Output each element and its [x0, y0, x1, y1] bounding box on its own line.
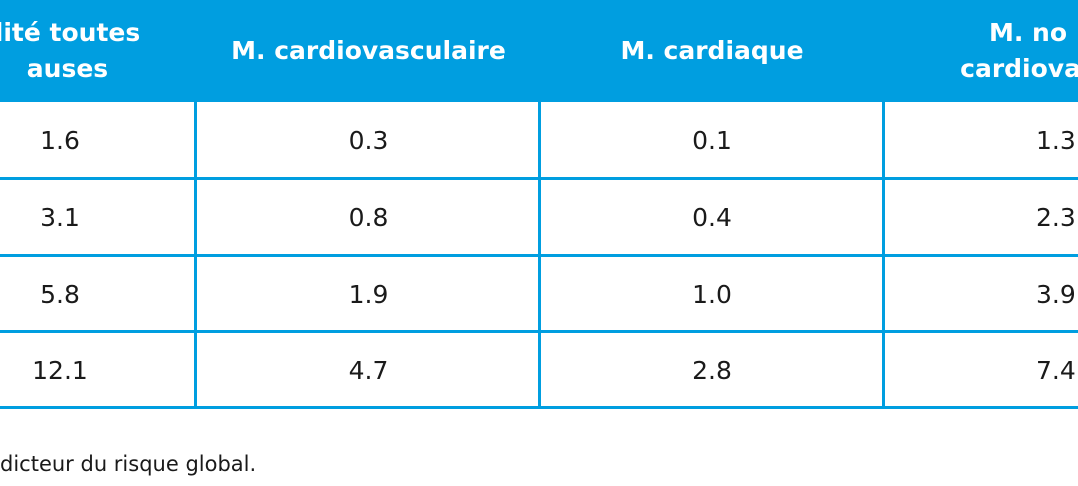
cell-non-cardiovascular: 3.9 — [1036, 280, 1076, 309]
cell-all-causes: 1.6 — [40, 126, 80, 155]
cell-all-causes: 12.1 — [32, 356, 88, 385]
cell-non-cardiovascular: 2.3 — [1036, 203, 1076, 232]
cell-all-causes: 5.8 — [40, 280, 80, 309]
cell-cardiac: 0.1 — [692, 126, 732, 155]
header-mortality-all-causes: lité toutes auses — [0, 18, 141, 83]
row-divider — [0, 177, 1078, 180]
header-cardiovascular: M. cardiovasculaire — [231, 36, 506, 65]
cell-cardiac: 2.8 — [692, 356, 732, 385]
row-divider — [0, 330, 1078, 333]
column-divider — [194, 0, 197, 409]
cell-cardiovascular: 0.8 — [348, 203, 389, 232]
cell-cardiovascular: 1.9 — [348, 280, 389, 309]
column-divider — [538, 0, 541, 409]
cell-cardiovascular: 0.3 — [348, 126, 389, 155]
header-cardiac: M. cardiaque — [620, 36, 804, 65]
row-divider — [0, 254, 1078, 257]
cell-cardiac: 0.4 — [692, 203, 732, 232]
header-non-cardiovascular: M. no cardiovas — [960, 18, 1078, 83]
cell-cardiac: 1.0 — [692, 280, 732, 309]
column-divider — [882, 0, 885, 409]
table-footnote: dicteur du risque global. — [0, 452, 257, 476]
row-divider — [0, 406, 1078, 409]
cell-non-cardiovascular: 7.4 — [1036, 356, 1076, 385]
cell-non-cardiovascular: 1.3 — [1036, 126, 1076, 155]
cell-cardiovascular: 4.7 — [348, 356, 389, 385]
cell-all-causes: 3.1 — [40, 203, 80, 232]
